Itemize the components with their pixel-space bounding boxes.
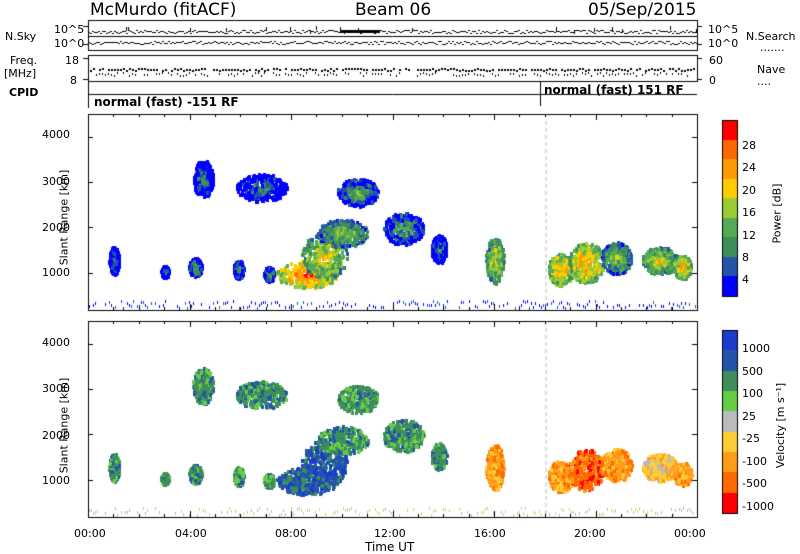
freq-label: Freq. [10, 54, 38, 67]
power-cbar-label: Power [dB] [770, 183, 784, 244]
xtick-1: 04:00 [175, 527, 207, 540]
power-cbar-4: 4 [742, 273, 749, 286]
nsky-tick-high: 10^5 [54, 23, 85, 36]
xlabel: Time UT [365, 540, 415, 554]
nsearch-tick-low: 10^0 [708, 37, 739, 50]
freq-tick-high: 18 [65, 54, 79, 67]
power-ytick-3000: 3000 [42, 175, 70, 188]
freq-unit-label: [MHz] [4, 67, 37, 80]
vel-cbar-1000: 1000 [742, 342, 770, 355]
power-ylabel: Slant Range [km] [57, 169, 71, 266]
nave-tick-low: 0 [709, 74, 716, 87]
vel-cbar-500: 500 [742, 365, 763, 378]
xtick-3: 12:00 [374, 527, 406, 540]
xtick-4: 16:00 [474, 527, 506, 540]
power-ytick-2000: 2000 [42, 221, 70, 234]
velocity-cbar-label: Velocity [m s⁻¹] [774, 382, 788, 469]
station-title: McMurdo (fitACF) [90, 0, 237, 20]
vel-cbar-m100: -100 [742, 455, 767, 468]
nsky-label: N.Sky [5, 30, 37, 43]
xtick-5: 20:00 [574, 527, 606, 540]
velocity-ytick-1000: 1000 [42, 474, 70, 487]
nsearch-tick-high: 10^5 [708, 23, 739, 36]
power-cbar-8: 8 [742, 251, 749, 264]
velocity-ytick-3000: 3000 [42, 382, 70, 395]
beam-title: Beam 06 [355, 0, 432, 20]
date-title: 05/Sep/2015 [588, 0, 697, 20]
cpid-segment-2: normal (fast) 151 RF [544, 83, 684, 97]
vel-cbar-m25: -25 [742, 432, 760, 445]
vel-cbar-m1000: -1000 [742, 500, 774, 513]
power-ytick-4000: 4000 [42, 128, 70, 141]
power-ytick-1000: 1000 [42, 266, 70, 279]
power-cbar-24: 24 [742, 161, 756, 174]
velocity-ytick-2000: 2000 [42, 429, 70, 442]
vel-cbar-100: 100 [742, 387, 763, 400]
cpid-label: CPID [9, 86, 39, 99]
nave-label: Nave [757, 63, 786, 76]
xtick-6: 00:00 [674, 527, 706, 540]
freq-tick-low: 8 [70, 74, 77, 87]
velocity-ytick-4000: 4000 [42, 336, 70, 349]
power-cbar-20: 20 [742, 184, 756, 197]
nave-tick-high: 60 [709, 54, 723, 67]
power-cbar-12: 12 [742, 229, 756, 242]
xtick-2: 08:00 [275, 527, 307, 540]
nsky-tick-low: 10^0 [54, 37, 85, 50]
xtick-0: 00:00 [74, 527, 106, 540]
nave-dots: .... [757, 75, 771, 88]
cpid-segment-1: normal (fast) -151 RF [94, 95, 239, 109]
nsearch-label: N.Search [746, 30, 796, 43]
vel-cbar-m500: -500 [742, 477, 767, 490]
vel-cbar-25: 25 [742, 410, 756, 423]
power-cbar-16: 16 [742, 206, 756, 219]
velocity-ylabel: Slant Range [km] [57, 377, 71, 474]
nsearch-dots: ....... [760, 41, 785, 54]
power-cbar-28: 28 [742, 139, 756, 152]
